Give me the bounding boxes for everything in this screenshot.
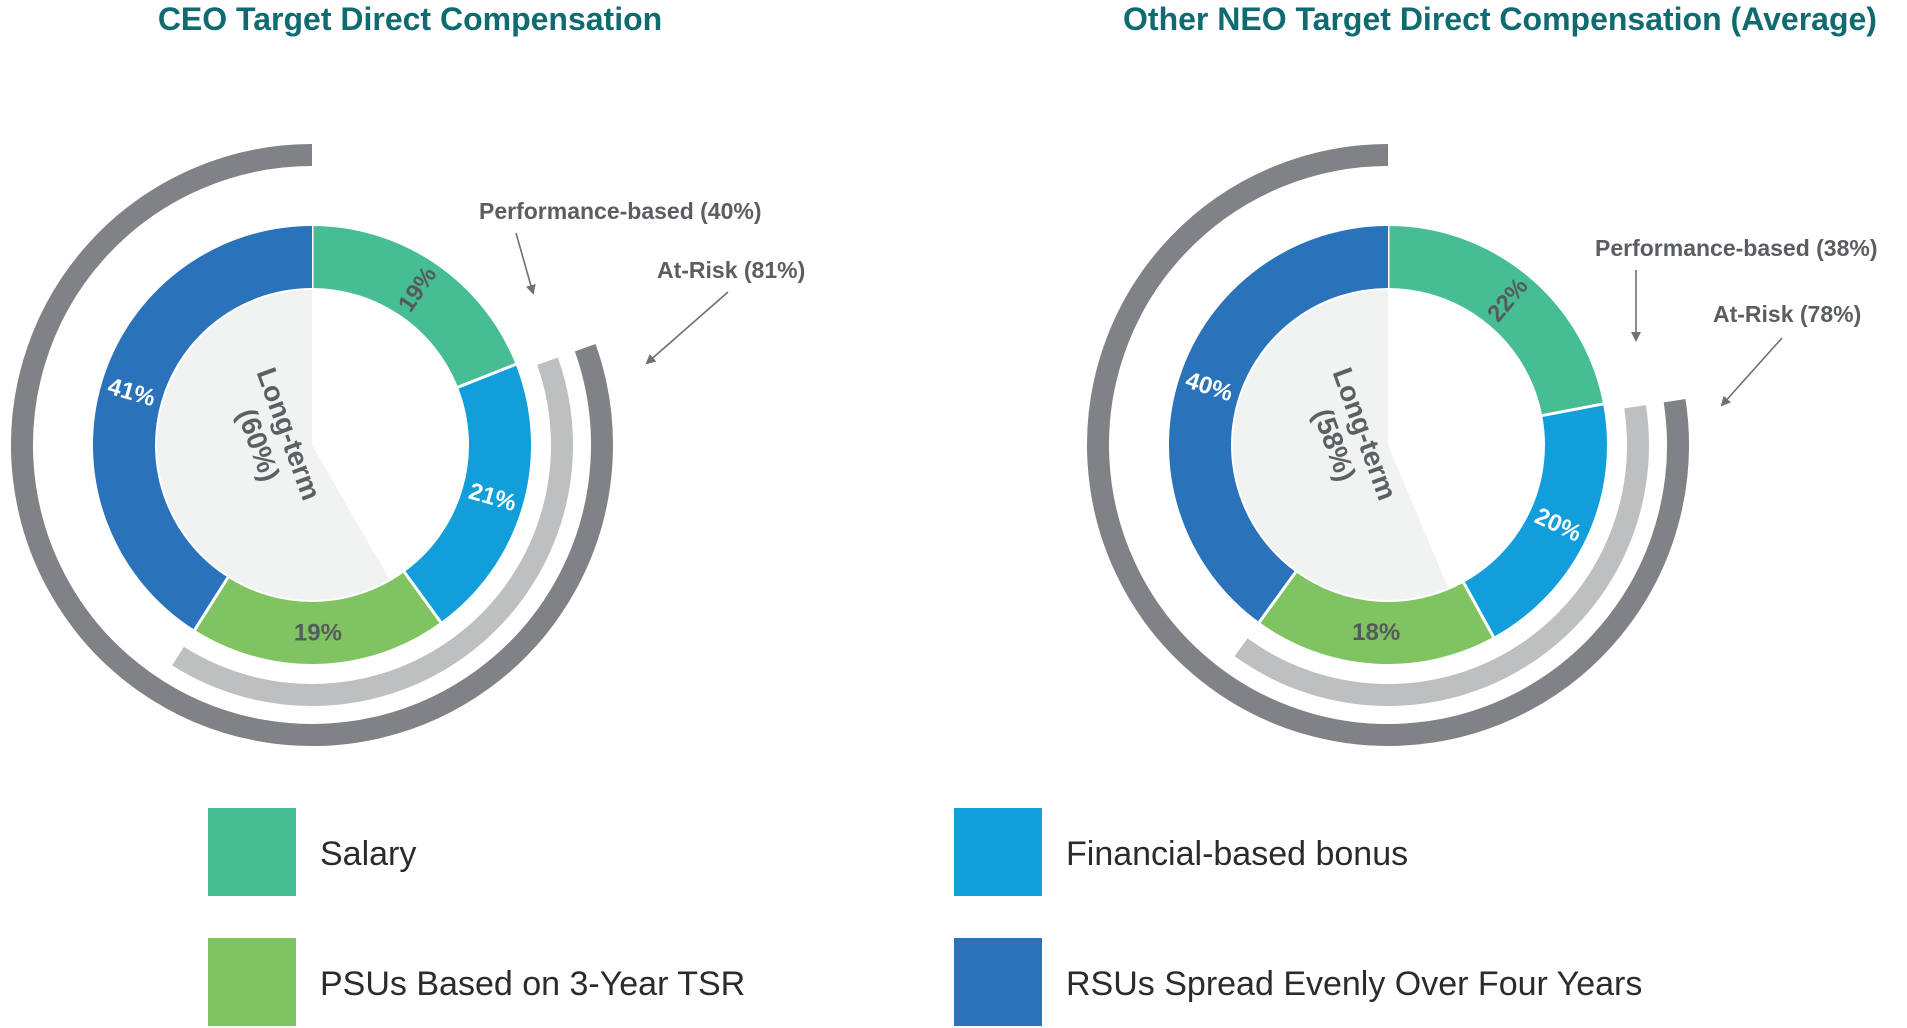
legend-item-psus: PSUs Based on 3-Year TSR: [208, 938, 745, 1026]
legend: Salary Financial-based bonus PSUs Based …: [208, 808, 1642, 1026]
ceo-performance-based-arrow: [515, 232, 536, 295]
neo-slice-divider: [1462, 581, 1495, 638]
ceo-performance-based-arc: [172, 357, 573, 706]
ceo-label-psus: 19%: [294, 619, 342, 646]
neo-chart-title: Other NEO Target Direct Compensation (Av…: [1123, 1, 1877, 37]
ceo-slice-rsus: [93, 226, 313, 630]
ceo-slice-divider: [403, 571, 442, 624]
legend-item-financial-bonus: Financial-based bonus: [954, 808, 1408, 896]
ceo-slice-financial-bonus: [403, 364, 531, 623]
neo-performance-based-arc: [1234, 405, 1649, 707]
neo-slice-psus: [1259, 571, 1494, 664]
ceo-long-term-wedge: [156, 289, 390, 600]
neo-slice-rsus: [1169, 226, 1389, 623]
ceo-at-risk-label: At-Risk (81%): [657, 257, 805, 283]
ceo-chart-title: CEO Target Direct Compensation: [158, 1, 662, 37]
legend-label-financial-bonus: Financial-based bonus: [1066, 835, 1408, 873]
neo-compensation-chart: Long-term(58%)22%20%18%40%: [1087, 144, 1689, 746]
legend-label-psus: PSUs Based on 3-Year TSR: [320, 965, 745, 1003]
ceo-slice-divider: [193, 576, 230, 631]
legend-item-rsus: RSUs Spread Evenly Over Four Years: [954, 938, 1642, 1026]
legend-label-salary: Salary: [320, 835, 416, 873]
ceo-slice-divider: [457, 362, 517, 389]
neo-slice-salary: [1387, 226, 1604, 417]
legend-swatch-financial-bonus: [954, 808, 1042, 896]
ceo-at-risk-arrow: [645, 291, 729, 365]
ceo-at-risk-arc: [11, 144, 613, 746]
legend-swatch-psus: [208, 938, 296, 1026]
neo-at-risk-arc: [1087, 144, 1689, 746]
neo-label-psus: 18%: [1352, 619, 1400, 646]
neo-at-risk-arrow: [1720, 337, 1783, 407]
legend-item-salary: Salary: [208, 808, 416, 896]
neo-long-term-wedge: [1233, 290, 1449, 600]
ceo-slice-psus: [194, 571, 441, 664]
ceo-slice-salary: [311, 226, 516, 388]
ceo-performance-based-label: Performance-based (40%): [479, 198, 762, 224]
neo-slice-financial-bonus: [1463, 403, 1607, 637]
legend-swatch-rsus: [954, 938, 1042, 1026]
neo-performance-based-label: Performance-based (38%): [1595, 235, 1878, 261]
legend-label-rsus: RSUs Spread Evenly Over Four Years: [1066, 965, 1642, 1003]
legend-swatch-salary: [208, 808, 296, 896]
neo-slice-divider: [1541, 402, 1604, 418]
neo-slice-divider: [1258, 571, 1297, 624]
neo-at-risk-label: At-Risk (78%): [1713, 301, 1861, 327]
ceo-compensation-chart: Long-term(60%)19%21%19%41%: [11, 144, 613, 746]
